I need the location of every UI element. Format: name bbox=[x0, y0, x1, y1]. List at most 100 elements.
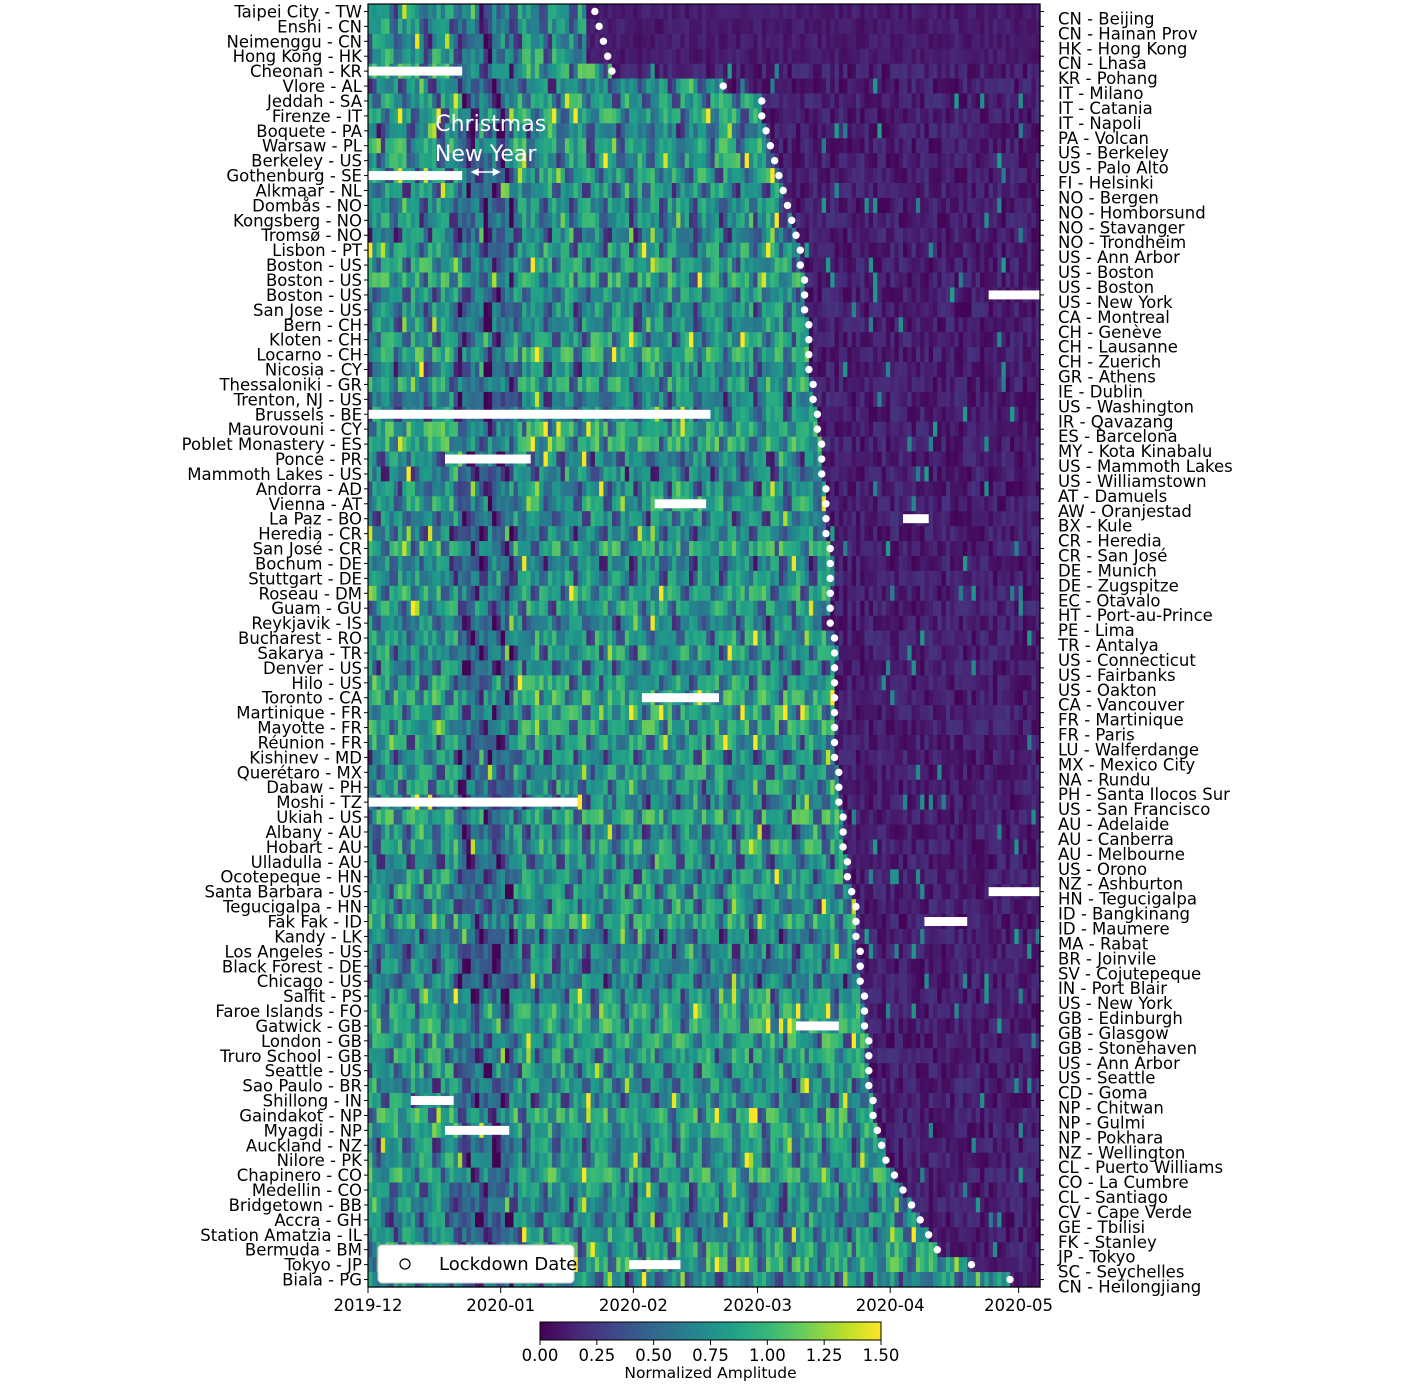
heatmap-cell bbox=[817, 78, 823, 95]
heatmap-cell bbox=[539, 4, 545, 20]
heatmap-cell bbox=[761, 168, 767, 184]
heatmap-cell bbox=[385, 421, 390, 438]
heatmap-cell bbox=[932, 93, 938, 110]
heatmap-cell bbox=[808, 451, 814, 468]
heatmap-cell bbox=[423, 33, 429, 50]
heatmap-cell bbox=[825, 183, 831, 199]
heatmap-cell bbox=[830, 197, 836, 214]
heatmap-cell bbox=[851, 123, 857, 139]
heatmap-cell bbox=[427, 376, 433, 393]
heatmap-cell bbox=[757, 197, 763, 214]
heatmap-cell bbox=[766, 48, 771, 65]
heatmap-cell bbox=[620, 257, 626, 274]
heatmap-cell bbox=[676, 4, 682, 20]
heatmap-cell bbox=[718, 362, 724, 378]
heatmap-cell bbox=[380, 18, 386, 35]
heatmap-cell bbox=[654, 451, 660, 468]
heatmap-cell bbox=[980, 257, 985, 274]
heatmap-cell bbox=[453, 421, 459, 438]
heatmap-cell bbox=[1018, 332, 1024, 348]
heatmap-cell bbox=[573, 287, 579, 303]
heatmap-cell bbox=[1031, 18, 1037, 35]
heatmap-cell bbox=[1022, 362, 1028, 378]
heatmap-cell bbox=[821, 242, 827, 259]
heatmap-cell bbox=[697, 153, 703, 169]
heatmap-cell bbox=[603, 153, 609, 169]
heatmap-cell bbox=[543, 78, 549, 95]
heatmap-cell bbox=[641, 18, 647, 35]
heatmap-cell bbox=[449, 48, 455, 65]
heatmap-cell bbox=[629, 242, 634, 259]
heatmap-cell bbox=[449, 272, 455, 289]
heatmap-cell bbox=[911, 18, 917, 35]
heatmap-cell bbox=[898, 93, 904, 110]
heatmap-cell bbox=[1014, 197, 1020, 214]
heatmap-cell bbox=[684, 18, 690, 35]
heatmap-cell bbox=[774, 466, 780, 482]
heatmap-cell bbox=[796, 78, 801, 95]
heatmap-cell bbox=[577, 197, 583, 214]
heatmap-cell bbox=[967, 197, 973, 214]
heatmap-cell bbox=[834, 93, 840, 110]
heatmap-cell bbox=[475, 376, 480, 393]
heatmap-cell bbox=[556, 123, 562, 139]
heatmap-cell bbox=[1031, 4, 1037, 20]
heatmap-cell bbox=[483, 317, 489, 333]
heatmap-cell bbox=[903, 138, 908, 154]
heatmap-cell bbox=[526, 4, 532, 20]
heatmap-cell bbox=[637, 347, 643, 363]
heatmap-cell bbox=[924, 451, 930, 468]
heatmap-cell bbox=[950, 153, 955, 169]
heatmap-cell bbox=[701, 78, 707, 95]
heatmap-cell bbox=[569, 242, 575, 259]
heatmap-cell bbox=[659, 48, 664, 65]
heatmap-cell bbox=[393, 78, 399, 95]
heatmap-cell bbox=[492, 302, 498, 318]
heatmap-cell bbox=[410, 347, 416, 363]
heatmap-cell bbox=[718, 33, 724, 50]
heatmap-cell bbox=[975, 347, 981, 363]
heatmap-cell bbox=[611, 93, 617, 110]
heatmap-cell bbox=[971, 287, 977, 303]
heatmap-cell bbox=[1031, 257, 1037, 274]
heatmap-cell bbox=[890, 168, 896, 184]
heatmap-cell bbox=[744, 4, 750, 20]
heatmap-cell bbox=[714, 108, 720, 124]
heatmap-cell bbox=[680, 302, 686, 318]
heatmap-cell bbox=[907, 272, 913, 289]
heatmap-cell bbox=[945, 362, 951, 378]
heatmap-cell bbox=[971, 421, 977, 438]
heatmap-cell bbox=[552, 48, 557, 65]
heatmap-cell bbox=[757, 183, 763, 199]
heatmap-cell bbox=[727, 272, 733, 289]
heatmap-cell bbox=[924, 168, 930, 184]
heatmap-cell bbox=[569, 466, 575, 482]
heatmap-cell bbox=[783, 138, 789, 154]
heatmap-cell bbox=[406, 93, 412, 110]
heatmap-cell bbox=[552, 168, 557, 184]
heatmap-cell bbox=[616, 376, 622, 393]
heatmap-cell bbox=[543, 138, 549, 154]
heatmap-cell bbox=[924, 317, 930, 333]
heatmap-cell bbox=[984, 436, 990, 453]
heatmap-cell bbox=[641, 272, 647, 289]
heatmap-cell bbox=[372, 287, 378, 303]
heatmap-cell bbox=[714, 272, 720, 289]
heatmap-cell bbox=[864, 212, 870, 229]
heatmap-cell bbox=[736, 242, 741, 259]
heatmap-cell bbox=[915, 168, 921, 184]
heatmap-cell bbox=[389, 4, 395, 20]
heatmap-cell bbox=[1014, 63, 1020, 80]
heatmap-cell bbox=[920, 317, 926, 333]
heatmap-cell bbox=[372, 93, 378, 110]
heatmap-cell bbox=[907, 183, 913, 199]
heatmap-cell bbox=[954, 212, 960, 229]
heatmap-cell bbox=[504, 421, 510, 438]
heatmap-cell bbox=[599, 332, 605, 348]
heatmap-cell bbox=[483, 227, 489, 244]
heatmap-cell bbox=[825, 436, 831, 453]
heatmap-cell bbox=[629, 4, 634, 20]
heatmap-cell bbox=[1010, 242, 1015, 259]
heatmap-cell bbox=[992, 93, 998, 110]
heatmap-cell bbox=[693, 436, 699, 453]
